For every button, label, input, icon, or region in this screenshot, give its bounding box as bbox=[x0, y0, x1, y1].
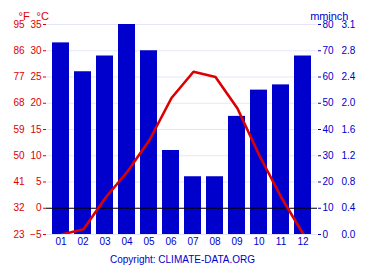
svg-text:02: 02 bbox=[77, 236, 89, 247]
svg-text:inch: inch bbox=[328, 10, 348, 22]
svg-text:80: 80 bbox=[322, 18, 334, 30]
svg-text:32: 32 bbox=[13, 202, 25, 213]
svg-text:60: 60 bbox=[323, 71, 335, 82]
svg-text:0: 0 bbox=[36, 202, 42, 213]
svg-text:77: 77 bbox=[13, 71, 25, 82]
svg-text:10: 10 bbox=[253, 236, 265, 247]
svg-text:12: 12 bbox=[297, 236, 309, 247]
svg-text:01: 01 bbox=[55, 236, 67, 247]
svg-text:70: 70 bbox=[323, 45, 335, 56]
html-text:Copyright: CLIMATE-DATA.ORG: Copyright: CLIMATE-DATA.ORG bbox=[110, 254, 255, 265]
svg-text:06: 06 bbox=[165, 236, 177, 247]
svg-text:0.8: 0.8 bbox=[342, 176, 356, 187]
svg-text:05: 05 bbox=[143, 236, 155, 247]
svg-text:07: 07 bbox=[187, 236, 199, 247]
svg-text:2.8: 2.8 bbox=[342, 45, 356, 56]
svg-text:40: 40 bbox=[323, 124, 335, 135]
svg-text:2.0: 2.0 bbox=[342, 97, 356, 108]
svg-text:10: 10 bbox=[323, 202, 335, 213]
svg-text:0: 0 bbox=[323, 229, 329, 240]
svg-text:41: 41 bbox=[13, 176, 25, 187]
svg-text:1.6: 1.6 bbox=[342, 124, 356, 135]
svg-text:03: 03 bbox=[99, 236, 111, 247]
svg-text:50: 50 bbox=[13, 150, 25, 161]
svg-text:20: 20 bbox=[323, 176, 335, 187]
svg-text:30: 30 bbox=[323, 150, 335, 161]
svg-text:95: 95 bbox=[13, 18, 25, 30]
svg-text:59: 59 bbox=[13, 124, 25, 135]
svg-text:5: 5 bbox=[36, 176, 42, 187]
svg-text:0.0: 0.0 bbox=[342, 229, 356, 240]
svg-text:86: 86 bbox=[13, 45, 25, 56]
svg-text:3.1: 3.1 bbox=[341, 18, 356, 30]
svg-text:30: 30 bbox=[30, 45, 42, 56]
svg-text:°C: °C bbox=[37, 10, 49, 22]
svg-text:−5: −5 bbox=[30, 229, 42, 240]
svg-text:11: 11 bbox=[276, 236, 287, 247]
svg-text:°F: °F bbox=[19, 10, 30, 22]
svg-text:1.2: 1.2 bbox=[342, 150, 356, 161]
svg-text:04: 04 bbox=[121, 236, 133, 247]
svg-text:20: 20 bbox=[30, 97, 42, 108]
svg-text:23: 23 bbox=[13, 229, 25, 240]
svg-text:09: 09 bbox=[231, 236, 243, 247]
svg-text:35: 35 bbox=[30, 18, 42, 30]
svg-text:10: 10 bbox=[30, 150, 42, 161]
svg-text:0.4: 0.4 bbox=[342, 202, 356, 213]
svg-text:15: 15 bbox=[30, 124, 42, 135]
svg-text:68: 68 bbox=[13, 97, 25, 108]
svg-text:25: 25 bbox=[30, 71, 42, 82]
svg-text:2.4: 2.4 bbox=[342, 71, 356, 82]
svg-text:50: 50 bbox=[323, 97, 335, 108]
svg-text:mm: mm bbox=[310, 10, 328, 22]
svg-text:08: 08 bbox=[209, 236, 221, 247]
